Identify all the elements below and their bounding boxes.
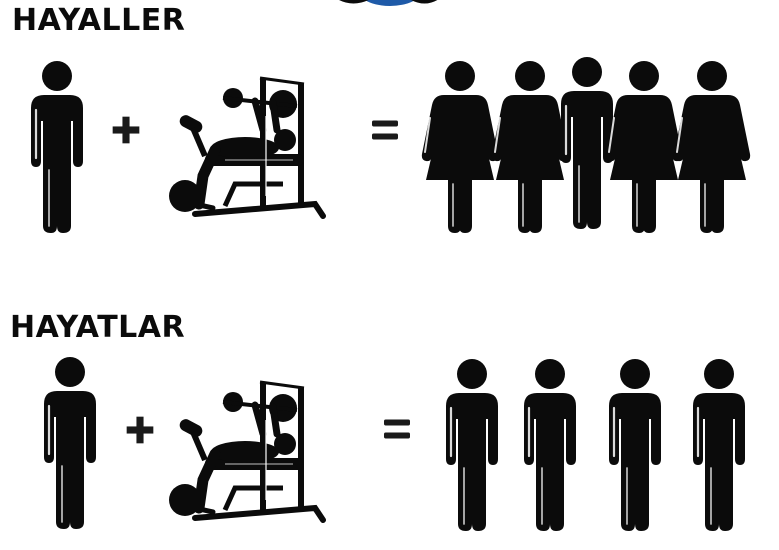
bench-press-icon: [169, 78, 323, 216]
plus-icon: [112, 116, 140, 144]
equation-reality: [0, 350, 779, 550]
plus-icon: [126, 416, 154, 444]
heading-reality: HAYATLAR: [10, 310, 186, 345]
woman-icon: [420, 60, 500, 233]
man-icon: [559, 55, 615, 229]
woman-icon: [490, 60, 570, 233]
man-icon: [42, 355, 98, 529]
woman-icon: [672, 60, 752, 233]
equals-icon: [384, 419, 410, 439]
heading-dreams: HAYALLER: [12, 3, 186, 38]
man-icon: [522, 357, 578, 531]
bench-press-icon: [169, 382, 323, 520]
equation-dreams: [0, 52, 779, 252]
man-icon: [444, 357, 500, 531]
man-icon: [691, 357, 747, 531]
logo-fragment: [333, 0, 443, 8]
equals-icon: [372, 120, 398, 140]
man-icon: [29, 59, 85, 233]
man-icon: [607, 357, 663, 531]
woman-icon: [604, 60, 684, 233]
